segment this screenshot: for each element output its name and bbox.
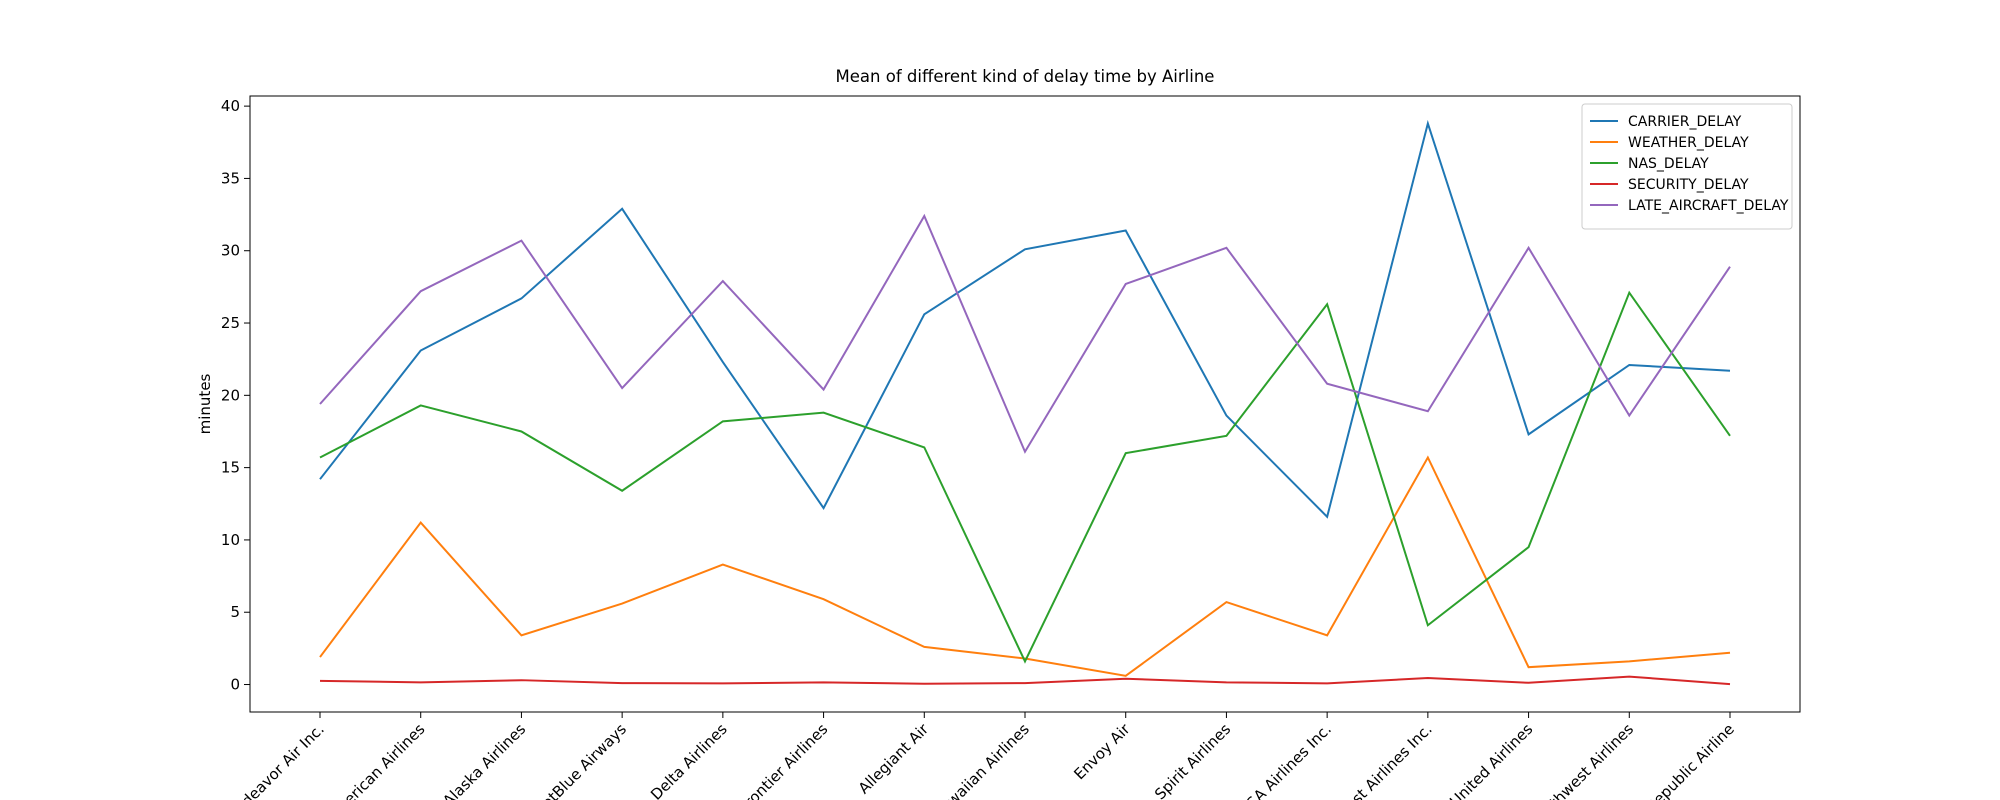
line-series [319, 290, 1731, 664]
legend-box [1581, 103, 1793, 230]
y-tick-label: 40 [221, 97, 240, 115]
x-tick-label: Southwest Airlines [1526, 720, 1637, 800]
x-tick-label: American Airlines [323, 720, 429, 800]
y-tick-label: 5 [230, 603, 240, 621]
x-tick-label: Allegiant Air [855, 720, 933, 798]
x-tick-label: United Airlines [1446, 720, 1536, 800]
y-tick-label: 25 [221, 314, 240, 332]
x-tick-label: Alaska Airlines [439, 720, 529, 800]
x-tick-label: PSA Airlines Inc. [1237, 720, 1335, 800]
y-tick-label: 15 [221, 459, 240, 477]
y-tick-label: 20 [221, 386, 240, 404]
x-tick-label: JetBlue Airways [534, 720, 630, 800]
line-series [319, 455, 1731, 677]
y-axis-label: minutes [196, 373, 214, 434]
x-tick-label: Spirit Airlines [1151, 720, 1234, 800]
y-tick-label: 10 [221, 531, 240, 549]
plot-frame [249, 95, 1801, 713]
y-tick-label: 0 [230, 676, 240, 694]
x-tick-label: Delta Airlines [647, 720, 731, 800]
x-tick-label: Frontier Airlines [735, 720, 831, 800]
legend-label: CARRIER_DELAY [1628, 114, 1742, 130]
x-tick-label: Hawaiian Airlines [929, 720, 1033, 800]
legend-label: SECURITY_DELAY [1628, 177, 1749, 193]
x-tick-label: Republic Airline [1643, 720, 1738, 800]
y-tick-label: 35 [221, 169, 240, 187]
legend-label: NAS_DELAY [1628, 156, 1709, 172]
line-series [319, 213, 1731, 454]
chart-title: Mean of different kind of delay time by … [836, 67, 1215, 86]
line-series [319, 119, 1731, 519]
x-tick-label: Envoy Air [1070, 720, 1134, 784]
line-series [319, 675, 1731, 686]
x-tick-label: Endeavor Air Inc. [224, 720, 327, 800]
legend-label: LATE_AIRCRAFT_DELAY [1628, 198, 1789, 214]
y-tick-label: 30 [221, 242, 240, 260]
legend-label: WEATHER_DELAY [1628, 135, 1749, 151]
